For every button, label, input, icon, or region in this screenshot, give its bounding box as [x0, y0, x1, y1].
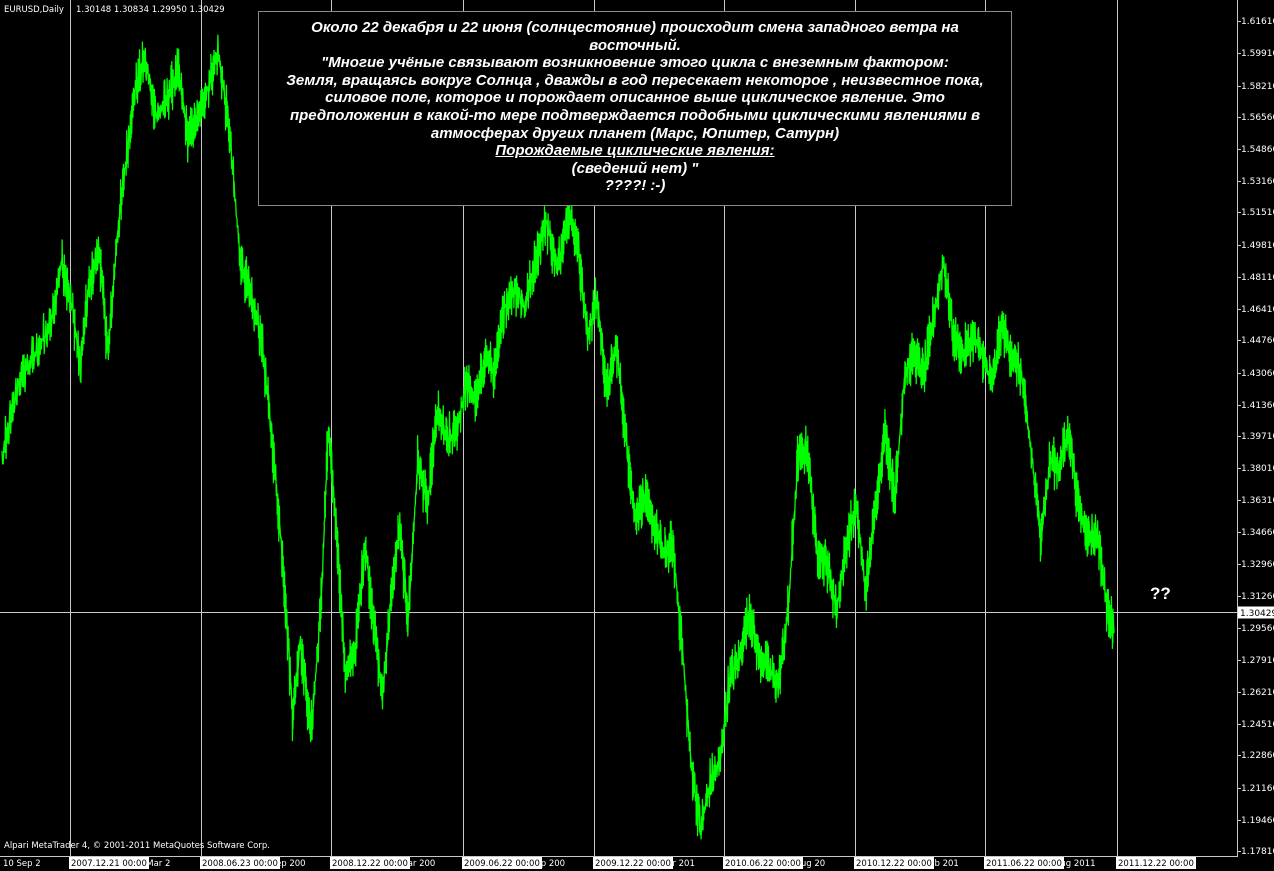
- marker-date-label: 2007.12.21 00:00: [71, 859, 147, 869]
- annotation-line: Земля, вращаясь вокруг Солнца , дважды в…: [286, 71, 984, 89]
- time-tick-label: 1 Sep 200: [522, 859, 565, 869]
- marker-date-label: 2009.06.22 00:00: [464, 859, 540, 869]
- price-tick-label: 1.43060: [1241, 369, 1274, 379]
- annotation-line: Около 22 декабря и 22 июня (солнцестояни…: [311, 19, 959, 36]
- annotation-line: ????! :-): [604, 177, 666, 195]
- time-tick-label: 5 Mar 200: [392, 859, 435, 869]
- price-axis: 1.61610 1.59910 1.58210 1.56560 1.54860 1.531…: [1237, 17, 1274, 857]
- price-tick-label: 1.29560: [1241, 624, 1274, 634]
- time-tick-label: 4 Sep 200: [263, 859, 306, 869]
- price-tick-label: 1.61610: [1241, 17, 1274, 27]
- price-line: [1, 34, 1115, 840]
- price-tick-label: 1.51510: [1241, 208, 1274, 218]
- price-tick-label: 1.26210: [1241, 688, 1274, 698]
- price-tick-label: 1.49810: [1241, 241, 1274, 251]
- annotation-line: атмосферах других планет (Марс, Юпитер, …: [430, 124, 840, 142]
- price-tick-label: 1.21160: [1241, 784, 1274, 794]
- annotation-line: силовое поле, которое и порождает описан…: [325, 89, 945, 107]
- marker-date-box: [984, 857, 1064, 869]
- price-tick-label: 1.39710: [1241, 432, 1274, 442]
- price-tick-label: 1.44760: [1241, 336, 1274, 346]
- time-tick-label: 10 Mar 2: [133, 859, 171, 869]
- marker-date-label: 2011.06.22 00:00: [986, 859, 1062, 869]
- price-tick-label: 1.34660: [1241, 528, 1274, 538]
- marker-date-box: [593, 857, 673, 869]
- marker-date-box: [462, 857, 542, 869]
- price-tick-label: 1.59910: [1241, 49, 1274, 59]
- marker-date-box: [1116, 857, 1196, 869]
- price-tick-label: 1.41360: [1241, 401, 1274, 411]
- annotation-line: "Многие учёные связывают возникновение э…: [321, 54, 949, 72]
- copyright-text: Alpari MetaTrader 4, © 2001-2011 MetaQuo…: [4, 841, 270, 851]
- marker-date-label: 2010.12.22 00:00: [856, 859, 932, 869]
- question-marks-label: ??: [1150, 584, 1171, 603]
- marker-date-label: 2010.06.22 00:00: [725, 859, 801, 869]
- annotation-box: Около 22 декабря и 22 июня (солнцестояни…: [258, 11, 1012, 206]
- marker-date-box: [200, 857, 280, 869]
- time-tick-label: 23 Feb 201: [911, 859, 959, 869]
- price-tick-label: 1.22860: [1241, 751, 1274, 761]
- price-tick-label: 1.24510: [1241, 720, 1274, 730]
- time-axis: 10 Sep 2 10 Mar 2 4 Sep 200 5 Mar 200 1 Sep …: [3, 857, 1196, 869]
- time-tick-label: 10 Sep 2: [3, 859, 41, 869]
- price-tick-label: 1.19460: [1241, 816, 1274, 826]
- time-tick-label: 22 Aug 2011: [1041, 859, 1095, 869]
- annotation-line: (сведений нет) ": [571, 159, 699, 177]
- marker-date-box: [69, 857, 149, 869]
- price-tick-label: 1.46410: [1241, 305, 1274, 315]
- current-price-label: 1.30429: [1240, 609, 1274, 619]
- price-tick-label: 1.27910: [1241, 656, 1274, 666]
- annotation-line: предположенин в какой-то мере подтвержда…: [289, 106, 981, 124]
- annotation-line: Порождаемые циклические явления:: [495, 142, 775, 160]
- marker-date-box: [854, 857, 934, 869]
- price-series: [1, 34, 1115, 840]
- marker-date-label: 2008.06.23 00:00: [202, 859, 278, 869]
- marker-date-label: 2008.12.22 00:00: [332, 859, 408, 869]
- marker-date-box: [723, 857, 803, 869]
- marker-date-box: [330, 857, 410, 869]
- price-tick-label: 1.32960: [1241, 560, 1274, 570]
- price-tick-label: 1.48110: [1241, 273, 1274, 283]
- price-tick-label: 1.54860: [1241, 145, 1274, 155]
- price-tick-label: 1.38010: [1241, 464, 1274, 474]
- price-tick-label: 1.53160: [1241, 177, 1274, 187]
- price-tick-label: 1.31260: [1241, 592, 1274, 602]
- chart-symbol: EURUSD,Daily: [4, 5, 64, 15]
- marker-date-label: 2009.12.22 00:00: [595, 859, 671, 869]
- annotation-line: восточный.: [589, 36, 681, 54]
- chart-ohlc: 1.30148 1.30834 1.29950 1.30429: [76, 5, 225, 15]
- current-price-box: [1238, 606, 1274, 619]
- time-tick-label: 2 Mar 201: [652, 859, 695, 869]
- price-tick-label: 1.17810: [1241, 847, 1274, 857]
- price-tick-label: 1.58210: [1241, 82, 1274, 92]
- price-tick-label: 1.36310: [1241, 496, 1274, 506]
- time-tick-label: 27 Aug 20: [782, 859, 826, 869]
- price-tick-label: 1.56560: [1241, 113, 1274, 123]
- marker-date-label: 2011.12.22 00:00: [1118, 859, 1194, 869]
